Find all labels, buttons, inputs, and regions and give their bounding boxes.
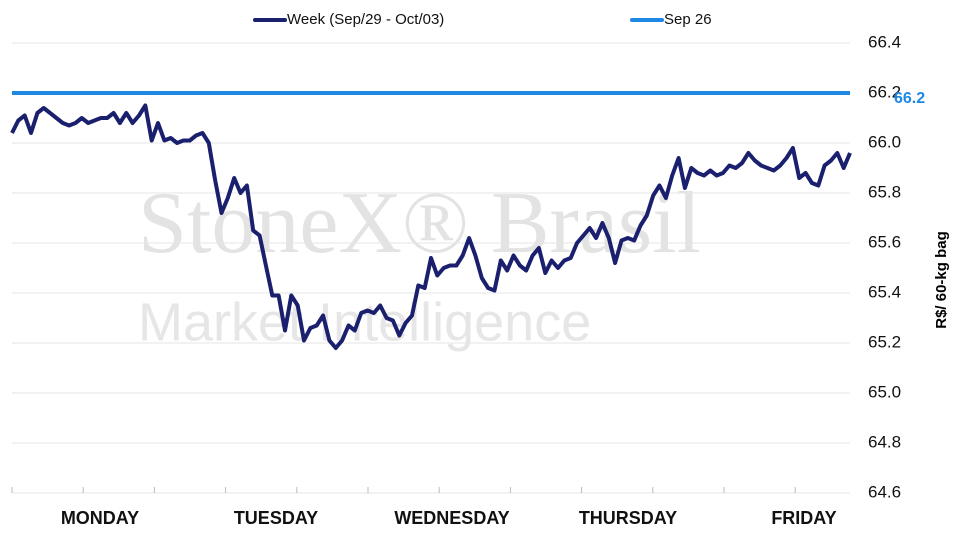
y-tick-label: 66.0 xyxy=(868,132,901,151)
y-tick-label: 66.4 xyxy=(868,32,901,51)
y-tick-label: 64.8 xyxy=(868,432,901,451)
reference-label: 66.2 xyxy=(894,90,925,107)
series-line xyxy=(10,103,852,350)
y-tick-label: 65.4 xyxy=(868,282,901,301)
y-tick-label: 65.8 xyxy=(868,182,901,201)
y-tick-label: 65.0 xyxy=(868,382,901,401)
x-tick-label: THURSDAY xyxy=(579,508,677,528)
y-tick-label: 64.6 xyxy=(868,482,901,501)
watermark-tagline: Market Intelligence xyxy=(138,292,591,352)
x-tick-label: TUESDAY xyxy=(234,508,318,528)
legend-label: Sep 26 xyxy=(664,11,712,28)
legend-label: Week (Sep/29 - Oct/03) xyxy=(287,11,444,28)
y-tick-label: 66.2 xyxy=(868,82,901,101)
watermark: StoneX® Brasil Market Intelligence xyxy=(138,175,701,352)
x-tick-label: FRIDAY xyxy=(771,508,836,528)
x-tick-label: MONDAY xyxy=(61,508,139,528)
y-tick-label: 65.6 xyxy=(868,232,901,251)
y-tick-label: 65.2 xyxy=(868,332,901,351)
y-axis-label: R$/ 60-kg bag xyxy=(933,231,950,329)
x-tick-label: WEDNESDAY xyxy=(394,508,509,528)
